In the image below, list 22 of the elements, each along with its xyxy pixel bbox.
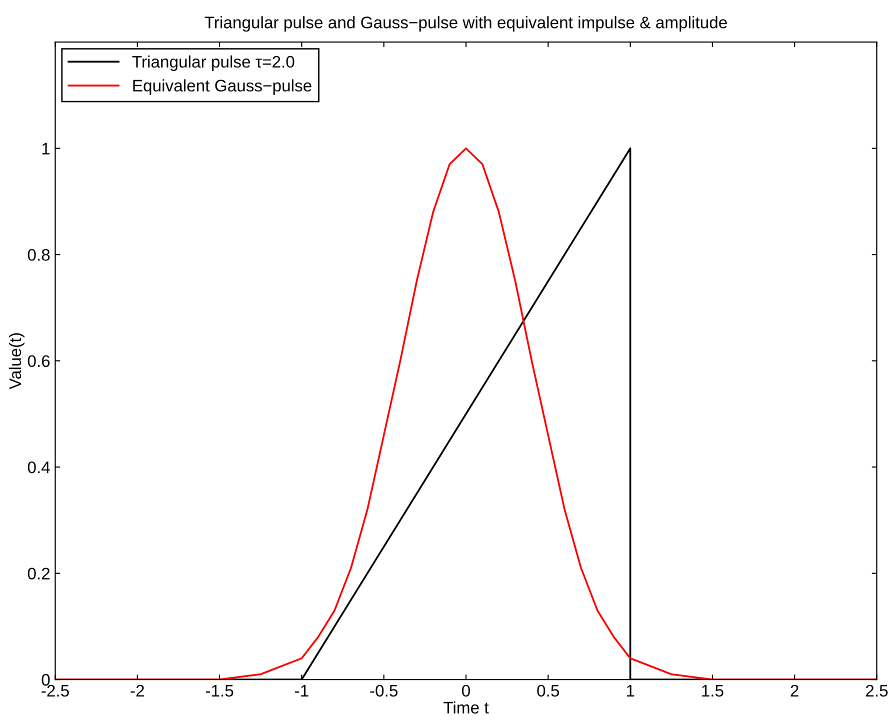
x-tick-label: -1.5 (206, 685, 234, 697)
chart-title: Triangular pulse and Gauss−pulse with equivalent impulse & amplitude (204, 16, 727, 32)
legend-label: Triangular pulse τ=2.0 (132, 55, 294, 71)
x-tick-label: 0 (462, 684, 470, 697)
x-tick-label: 0.5 (537, 684, 560, 697)
y-tick-label: 0.4 (28, 461, 50, 474)
x-tick-label: -2 (130, 684, 144, 696)
x-tick-label: 1.5 (702, 685, 724, 697)
y-tick-label: 0.2 (28, 568, 50, 580)
y-tick-label: 0.6 (28, 355, 50, 368)
x-axis-title: Time t (444, 701, 489, 714)
legend-label: Equivalent Gauss−pulse (133, 79, 312, 95)
y-axis-title: Value(t) (8, 333, 24, 390)
y-tick-label: 1 (42, 142, 50, 154)
x-tick-label: 2 (790, 684, 798, 696)
y-tick-label: 0 (42, 674, 50, 686)
x-tick-label: 1 (626, 685, 634, 696)
x-tick-label: -0.5 (370, 684, 398, 697)
x-tick-label: -2.5 (42, 684, 69, 697)
x-tick-label: 2.5 (866, 684, 888, 697)
x-tick-label: -1 (295, 685, 308, 696)
y-tick-label: 0.8 (28, 248, 50, 261)
